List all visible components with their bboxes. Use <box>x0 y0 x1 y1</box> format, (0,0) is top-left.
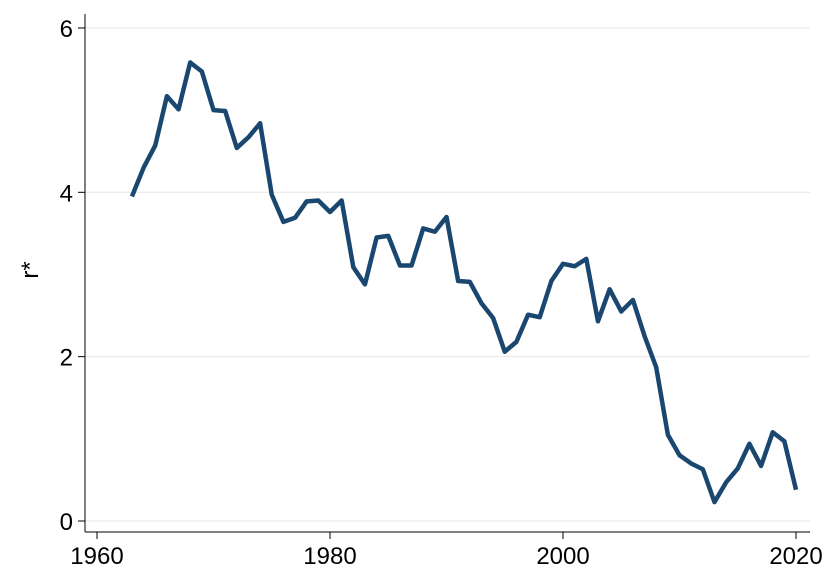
x-tick-label: 1980 <box>303 543 356 570</box>
y-tick-label: 4 <box>60 180 73 207</box>
x-tick-label: 1960 <box>70 543 123 570</box>
y-tick-label: 6 <box>60 16 73 43</box>
line <box>129 60 799 505</box>
x-tick-label: 2000 <box>536 543 589 570</box>
x-tick-label: 2020 <box>769 543 822 570</box>
y-axis-label: r* <box>17 261 44 278</box>
y-tick-label: 2 <box>60 345 73 372</box>
y-tick-label: 0 <box>60 509 73 536</box>
